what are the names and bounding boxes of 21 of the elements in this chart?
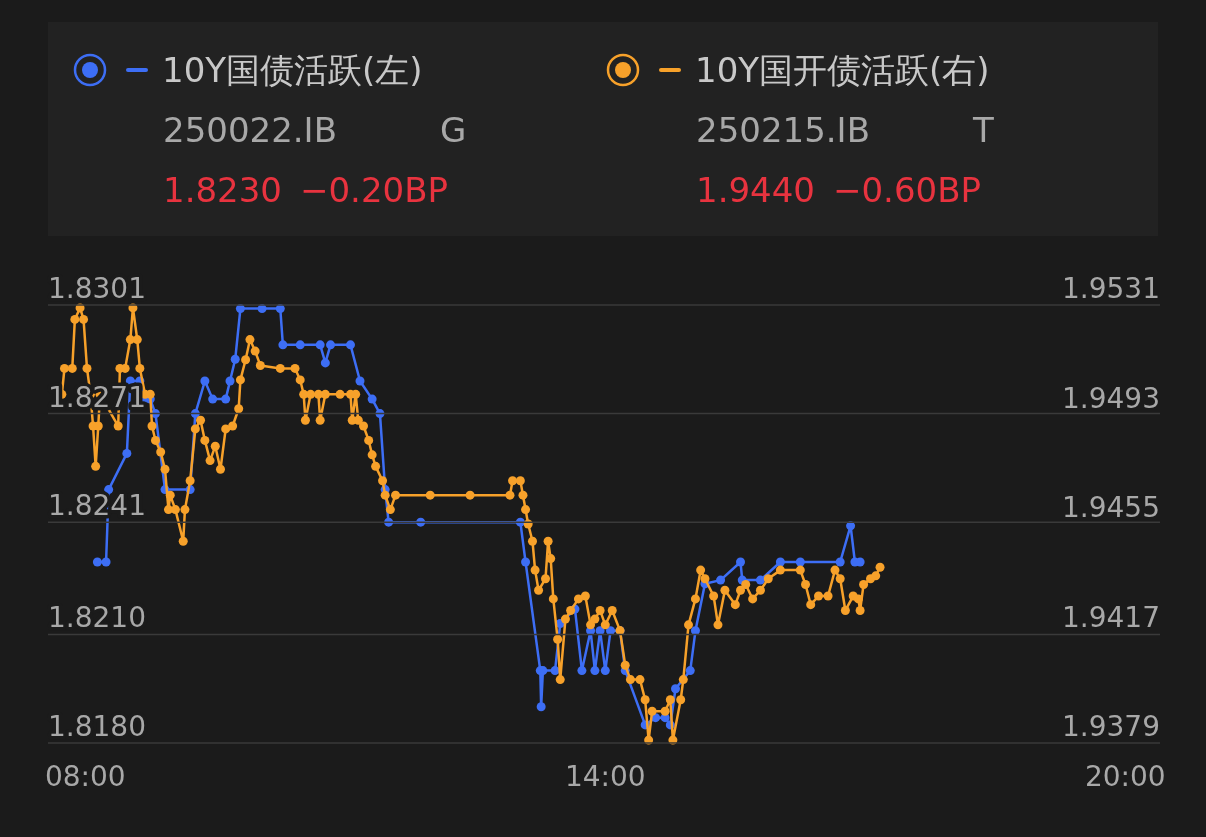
text: −0.20BP [300, 170, 449, 210]
x-tick-label: 08:00 [44, 760, 126, 793]
y-tick-label: 1.8210 [48, 601, 146, 635]
text: −0.60BP [833, 170, 982, 210]
y2-tick-label: 1.9455 [1062, 491, 1160, 524]
x-tick-label: 20:00 [1084, 760, 1166, 793]
text: 1.9440 [696, 170, 815, 210]
y-tick-label: 1.8180 [48, 710, 146, 743]
y-tick-label: 1.8301 [48, 272, 146, 305]
y2-tick-label: 1.9531 [1062, 272, 1160, 305]
y2-tick-label: 1.9417 [1062, 600, 1160, 634]
text: 250215.IB [696, 110, 870, 150]
y2-tick-label: 1.9379 [1062, 710, 1160, 743]
y2-tick-label: 1.9493 [1062, 381, 1160, 415]
x-tick-label: 14:00 [564, 760, 646, 793]
legend-label: 10Y国开债活跃(右) [695, 50, 990, 90]
text: T [973, 110, 994, 150]
text: G [440, 110, 467, 150]
text: 1.8230 [163, 170, 282, 210]
text: 250022.IB [163, 110, 337, 150]
legend-label: 10Y国债活跃(左) [162, 50, 423, 90]
